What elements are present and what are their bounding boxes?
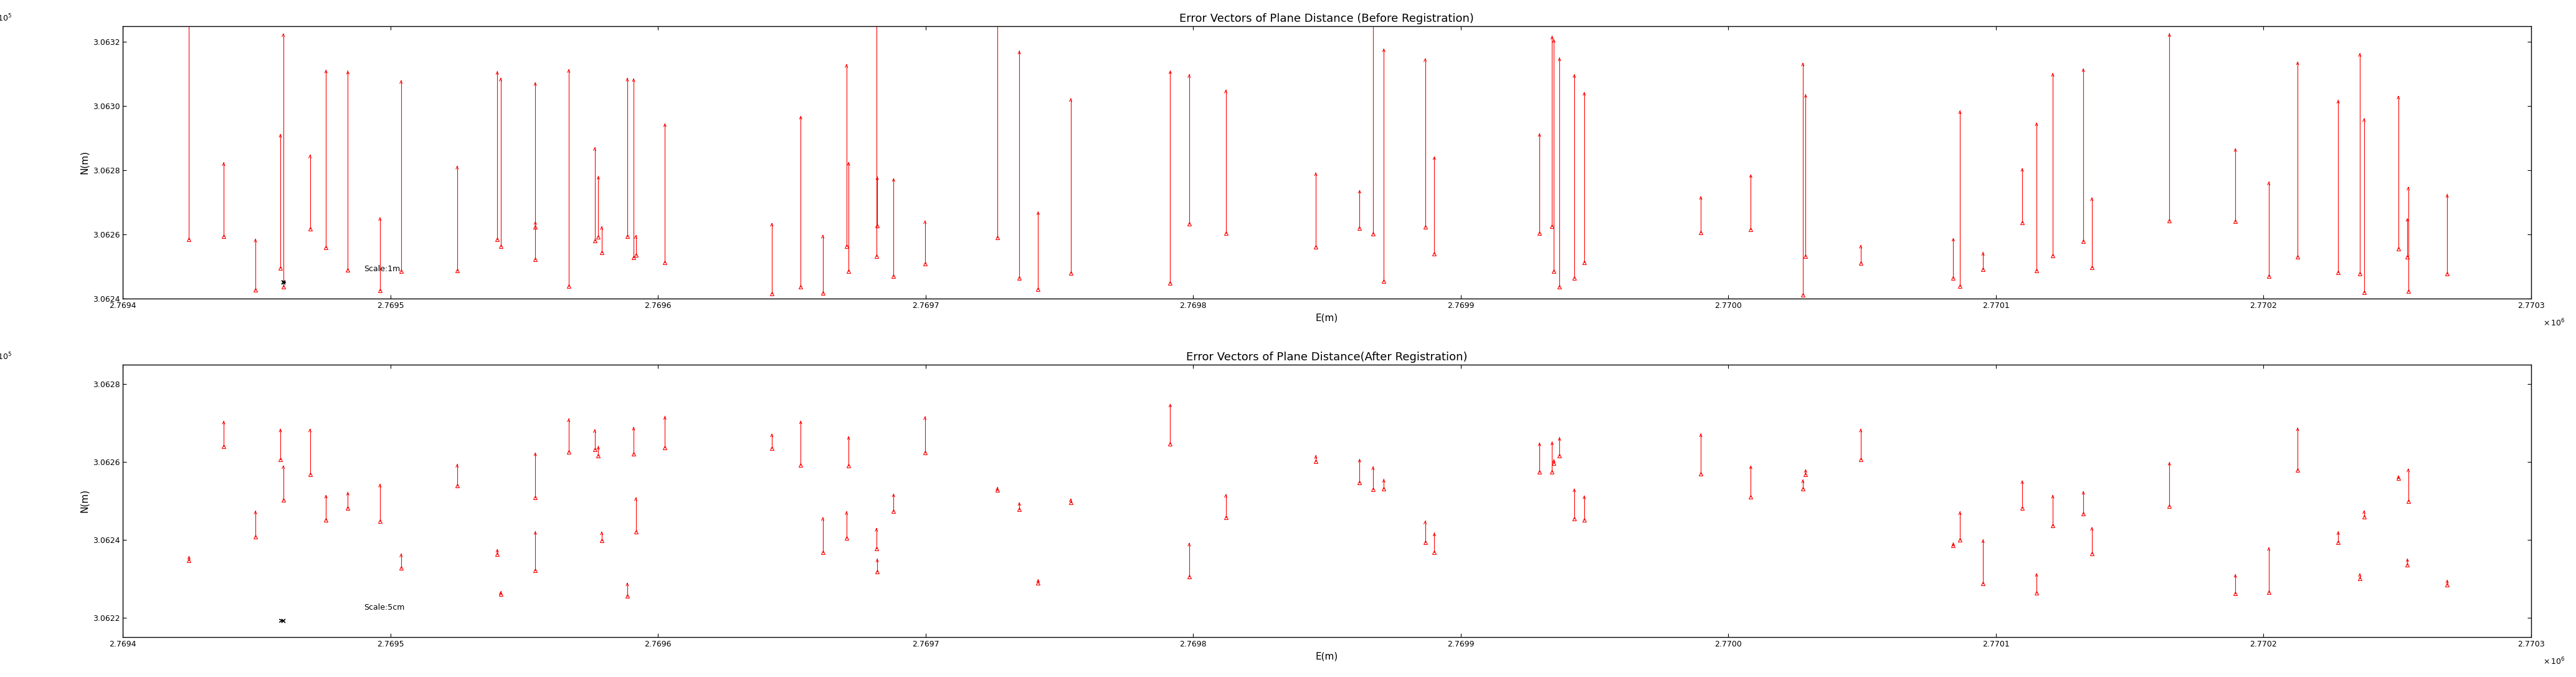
Text: $\times\,10^6$: $\times\,10^6$ [2543, 318, 2566, 328]
Y-axis label: N(m): N(m) [80, 150, 90, 174]
Title: Error Vectors of Plane Distance (Before Registration): Error Vectors of Plane Distance (Before … [1180, 13, 1473, 24]
Text: $\times\,10^6$: $\times\,10^6$ [2543, 656, 2566, 666]
Text: Scale:5cm: Scale:5cm [363, 604, 404, 612]
Text: $\times\,10^5$: $\times\,10^5$ [0, 351, 13, 362]
X-axis label: E(m): E(m) [1316, 313, 1337, 322]
Title: Error Vectors of Plane Distance(After Registration): Error Vectors of Plane Distance(After Re… [1185, 351, 1468, 363]
Y-axis label: N(m): N(m) [80, 489, 90, 512]
X-axis label: E(m): E(m) [1316, 652, 1337, 661]
Text: $\times\,10^5$: $\times\,10^5$ [0, 13, 13, 23]
Text: Scale:1m: Scale:1m [363, 265, 399, 274]
